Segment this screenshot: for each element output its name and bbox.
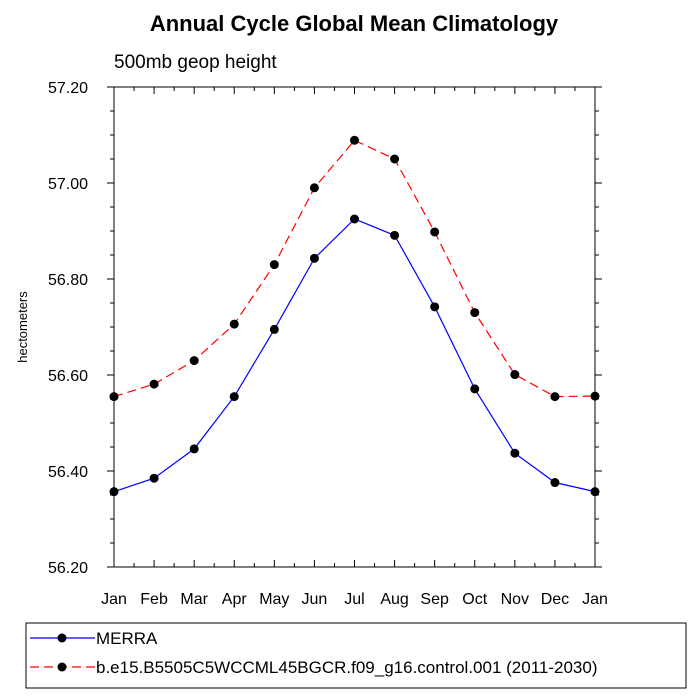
y-tick-label: 56.80 [48, 272, 88, 289]
legend-label: b.e15.B5505C5WCCML45BGCR.f09_g16.control… [96, 658, 597, 677]
data-point [309, 253, 319, 263]
data-point [350, 135, 359, 145]
x-tick-label: Oct [462, 591, 487, 608]
series-line [113, 218, 596, 493]
data-point [269, 260, 279, 270]
data-point [510, 370, 520, 380]
series-line [113, 139, 596, 398]
series-layer [109, 135, 600, 497]
y-tick-label: 56.60 [48, 368, 88, 385]
data-point [510, 448, 520, 458]
data-point [430, 227, 440, 237]
data-point [309, 183, 319, 193]
y-tick-label: 57.20 [48, 80, 88, 97]
y-tick-label: 57.00 [48, 176, 88, 193]
data-point [550, 392, 560, 402]
x-tick-label: Feb [140, 591, 168, 608]
x-tick-label: Jun [302, 591, 328, 608]
data-point [350, 214, 359, 224]
series-1 [109, 135, 600, 402]
x-tick-label: Jan [101, 591, 127, 608]
chart-subtitle: 500mb geop height [114, 52, 277, 73]
data-point [189, 444, 199, 454]
axes: Jan Feb Mar Apr May Jun Jul Aug Sep Oct Nov Dec Jan 5… [48, 80, 608, 608]
data-point [189, 356, 199, 366]
x-tick-label: May [259, 591, 289, 608]
legend-marker [57, 662, 67, 672]
y-tick-label: 56.40 [48, 464, 88, 481]
x-tick-label: Mar [180, 591, 208, 608]
legend-box [25, 622, 687, 689]
data-point [470, 308, 480, 318]
legend: MERRA b.e15.B5505C5WCCML45BGCR.f09_g16.co… [30, 629, 597, 677]
data-point [550, 478, 560, 488]
chart-title: Annual Cycle Global Mean Climatology [150, 11, 559, 36]
x-tick-label: Dec [541, 591, 569, 608]
data-point [149, 379, 159, 389]
data-point [229, 319, 239, 329]
x-tick-label: Apr [222, 591, 248, 608]
x-tick-label: Sep [420, 591, 449, 608]
x-tick-label: Nov [501, 591, 529, 608]
legend-marker [57, 633, 67, 643]
data-point [390, 154, 400, 164]
y-tick-label: 56.20 [48, 560, 88, 577]
data-point [430, 302, 440, 312]
y-axis-label: hectometers [15, 291, 30, 363]
plot-frame [113, 86, 596, 568]
data-point [229, 392, 239, 402]
x-tick-label: Jul [344, 591, 364, 608]
legend-label: MERRA [96, 629, 158, 648]
data-point [269, 324, 279, 334]
data-point [470, 384, 480, 394]
data-point [390, 230, 400, 240]
data-point [149, 473, 159, 483]
x-tick-label: Aug [380, 591, 408, 608]
x-tick-label: Jan [582, 591, 608, 608]
series-0 [109, 214, 600, 497]
